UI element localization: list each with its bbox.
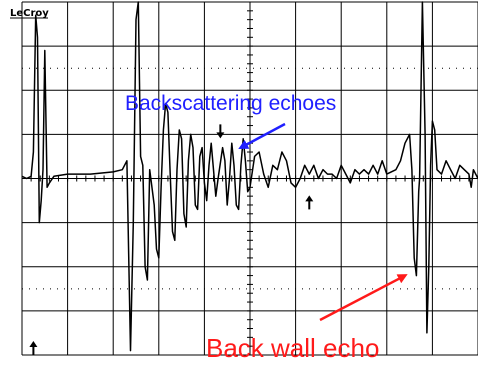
backscattering-arrow (238, 122, 286, 150)
marker-arrow-down (216, 124, 225, 139)
center-axes (21, 1, 478, 356)
back-wall-annotation: Back wall echo (206, 333, 379, 363)
backscattering-annotation: Backscattering echoes (125, 92, 336, 115)
marker-arrow-up (305, 195, 314, 210)
back-wall-arrow (319, 274, 408, 322)
trace-markers (29, 124, 314, 355)
waveform-trace (21, 1, 478, 352)
marker-arrow-up (29, 341, 38, 355)
lecroy-logo: LeCroy (10, 8, 49, 19)
